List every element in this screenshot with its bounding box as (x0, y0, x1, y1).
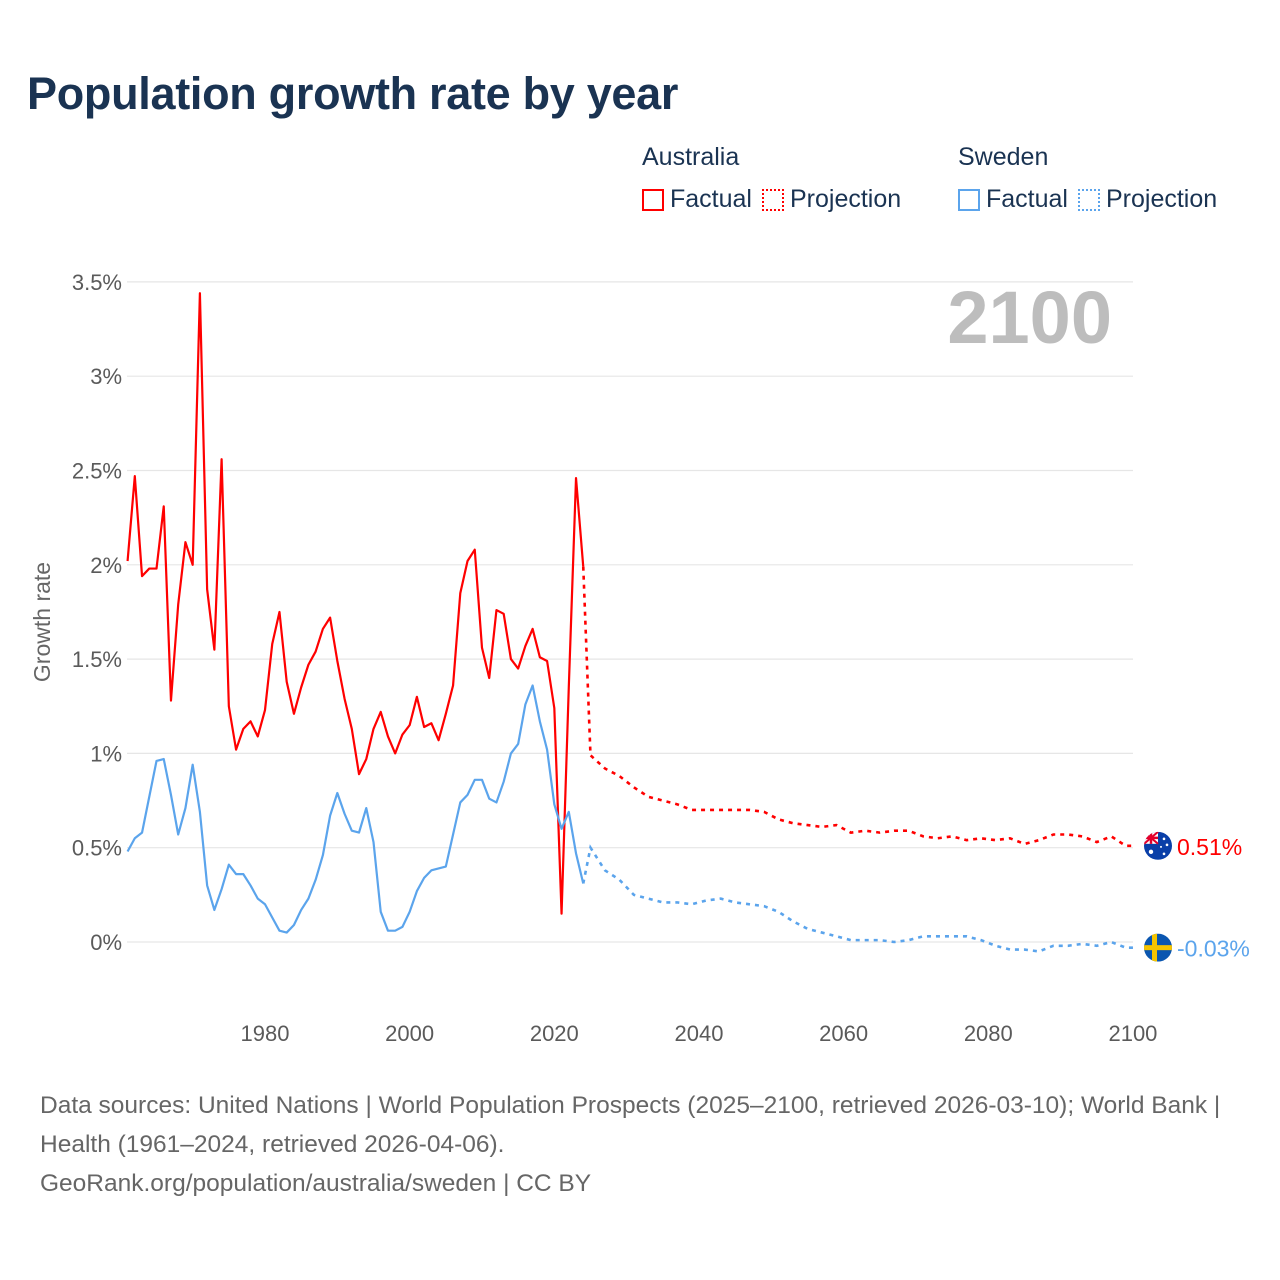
x-tick-label: 2000 (385, 1021, 434, 1046)
legend-country-australia: Australia (642, 143, 740, 171)
series-lines (126, 292, 1133, 953)
y-tick-label: 1% (90, 741, 122, 766)
australia-flag-icon (1144, 831, 1172, 860)
line-chart: 0% 0.5% 1% 1.5% 2% 2.5% 3% 3.5% 1980 2000 2020 204… (29, 270, 1250, 1046)
legend-sweden-factual[interactable]: Factual (958, 185, 1068, 214)
x-tick-label: 1980 (241, 1021, 290, 1046)
x-tick-label: 2020 (530, 1021, 579, 1046)
flag-star (1160, 845, 1162, 848)
australia-factual-line (126, 292, 585, 915)
y-tick-label: 3% (90, 364, 122, 389)
y-axis-ticks: 0% 0.5% 1% 1.5% 2% 2.5% 3% 3.5% (72, 270, 122, 955)
sweden-end-value: -0.03% (1177, 936, 1250, 962)
year-watermark: 2100 (947, 276, 1112, 359)
flag-star (1162, 852, 1166, 856)
y-tick-label: 0% (90, 930, 122, 955)
flag-cross-h (1144, 945, 1172, 951)
flag-body (1144, 933, 1172, 962)
legend-swatch-solid (642, 188, 664, 211)
legend-australia-factual[interactable]: Factual (642, 185, 752, 214)
sweden-flag-icon (1144, 933, 1172, 962)
legend-country-sweden: Sweden (958, 143, 1049, 171)
y-tick-label: 2% (90, 553, 122, 578)
y-axis-title: Growth rate (29, 562, 55, 682)
flag-star (1162, 837, 1166, 841)
legend-label: Projection (789, 185, 902, 213)
chart-title: Population growth rate by year (27, 68, 679, 119)
legend-swatch-dotted (1077, 188, 1100, 211)
data-sources: Data sources: United Nations | World Pop… (40, 1092, 1221, 1158)
sweden-factual-line (126, 684, 585, 934)
australia-end-value: 0.51% (1177, 834, 1242, 860)
footer: Data sources: United Nations | World Pop… (40, 1086, 1230, 1203)
x-tick-label: 2080 (964, 1021, 1013, 1046)
legend-label: Factual (670, 185, 752, 213)
gridlines (127, 281, 1133, 943)
legend-australia: Australia Factual Projection (642, 143, 911, 214)
flag-body (1144, 831, 1172, 860)
australia-projection-line (581, 566, 1133, 848)
x-tick-label: 2040 (675, 1021, 724, 1046)
x-tick-label: 2100 (1108, 1021, 1157, 1046)
y-tick-label: 2.5% (72, 459, 122, 484)
legend-australia-projection[interactable]: Projection (761, 185, 902, 214)
y-tick-label: 1.5% (72, 647, 122, 672)
sweden-projection-line (581, 844, 1133, 953)
end-labels: 0.51% -0.03% (1144, 831, 1250, 962)
y-tick-label: 3.5% (72, 270, 122, 295)
flag-star (1165, 843, 1169, 847)
legend-swatch-solid (958, 188, 980, 211)
flag-star (1148, 849, 1154, 855)
legend-swatch-dotted (761, 188, 784, 211)
legend-label: Projection (1105, 185, 1218, 213)
y-tick-label: 0.5% (72, 836, 122, 861)
legend-sweden: Sweden Factual Projection (958, 143, 1227, 214)
legend-label: Factual (986, 185, 1068, 213)
legend-sweden-projection[interactable]: Projection (1077, 185, 1218, 214)
credit-link[interactable]: GeoRank.org/population/australia/sweden … (40, 1170, 592, 1197)
x-axis-ticks: 1980 2000 2020 2040 2060 2080 2100 (241, 1021, 1158, 1046)
x-tick-label: 2060 (819, 1021, 868, 1046)
